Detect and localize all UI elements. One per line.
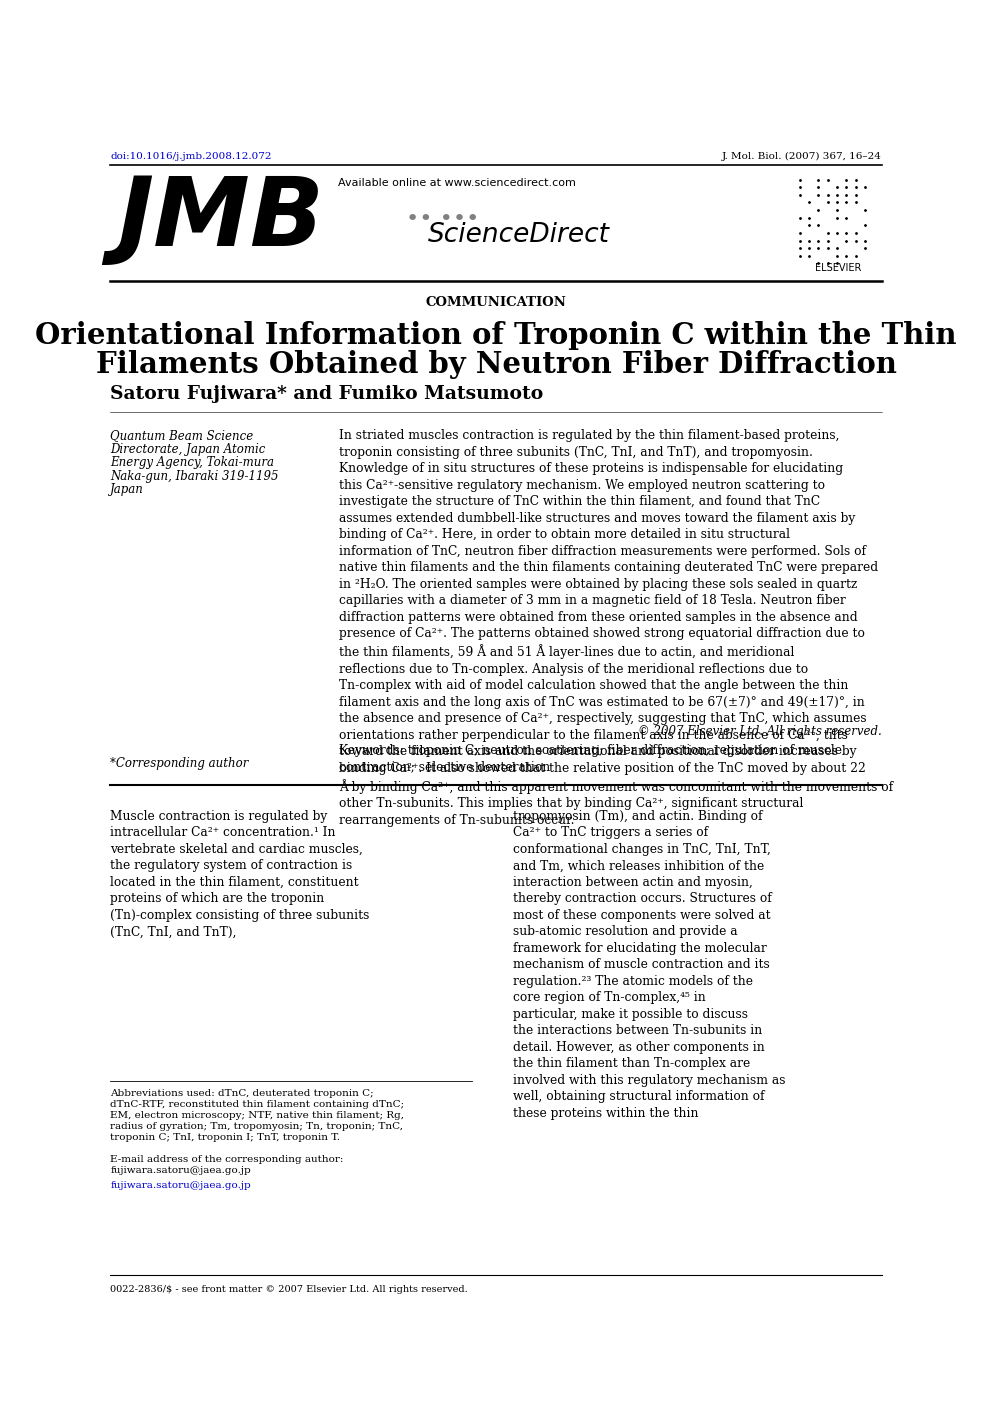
Text: ELSEVIER: ELSEVIER [814,262,861,272]
Text: Available online at www.sciencedirect.com: Available online at www.sciencedirect.co… [338,178,576,188]
Text: Energy Agency, Tokai-mura: Energy Agency, Tokai-mura [110,456,274,469]
Text: fujiwara.satoru@jaea.go.jp: fujiwara.satoru@jaea.go.jp [110,1166,251,1176]
Text: COMMUNICATION: COMMUNICATION [426,296,566,310]
Text: •• •••: •• ••• [407,209,480,229]
Text: Filaments Obtained by Neutron Fiber Diffraction: Filaments Obtained by Neutron Fiber Diff… [95,349,897,379]
Text: 0022-2836/$ - see front matter © 2007 Elsevier Ltd. All rights reserved.: 0022-2836/$ - see front matter © 2007 El… [110,1285,468,1295]
Text: radius of gyration; Tm, tropomyosin; Tn, troponin; TnC,: radius of gyration; Tm, tropomyosin; Tn,… [110,1122,403,1131]
Text: Muscle contraction is regulated by
intracellular Ca²⁺ concentration.¹ In
vertebr: Muscle contraction is regulated by intra… [110,810,370,939]
Text: ScienceDirect: ScienceDirect [428,222,609,248]
Text: J. Mol. Biol. (2007) 367, 16–24: J. Mol. Biol. (2007) 367, 16–24 [722,152,882,161]
Text: Orientational Information of Troponin C within the Thin: Orientational Information of Troponin C … [36,321,956,349]
Text: dTnC-RTF, reconstituted thin filament containing dTnC;: dTnC-RTF, reconstituted thin filament co… [110,1100,405,1110]
Text: Abbreviations used: dTnC, deuterated troponin C;: Abbreviations used: dTnC, deuterated tro… [110,1089,374,1099]
Text: Keywords: troponin C; neutron scattering; fiber diffraction; regulation of muscl: Keywords: troponin C; neutron scattering… [338,744,841,773]
Text: Quantum Beam Science: Quantum Beam Science [110,429,253,442]
Text: Satoru Fujiwara* and Fumiko Matsumoto: Satoru Fujiwara* and Fumiko Matsumoto [110,386,544,403]
Text: troponin C; TnI, troponin I; TnT, troponin T.: troponin C; TnI, troponin I; TnT, tropon… [110,1134,340,1142]
Text: JMB: JMB [117,173,324,265]
Text: tropomyosin (Tm), and actin. Binding of
Ca²⁺ to TnC triggers a series of
conform: tropomyosin (Tm), and actin. Binding of … [513,810,786,1120]
Text: Directorate, Japan Atomic: Directorate, Japan Atomic [110,443,266,456]
Text: Japan: Japan [110,484,144,497]
Text: *Corresponding author: *Corresponding author [110,758,249,770]
Text: Naka-gun, Ibaraki 319-1195: Naka-gun, Ibaraki 319-1195 [110,470,279,483]
Text: doi:10.1016/j.jmb.2008.12.072: doi:10.1016/j.jmb.2008.12.072 [110,152,272,161]
Text: fujiwara.satoru@jaea.go.jp: fujiwara.satoru@jaea.go.jp [110,1181,251,1190]
Text: In striated muscles contraction is regulated by the thin filament-based proteins: In striated muscles contraction is regul… [338,429,893,826]
Text: E-mail address of the corresponding author:: E-mail address of the corresponding auth… [110,1155,343,1164]
Text: © 2007 Elsevier Ltd. All rights reserved.: © 2007 Elsevier Ltd. All rights reserved… [638,725,882,738]
Text: EM, electron microscopy; NTF, native thin filament; Rg,: EM, electron microscopy; NTF, native thi… [110,1111,404,1120]
